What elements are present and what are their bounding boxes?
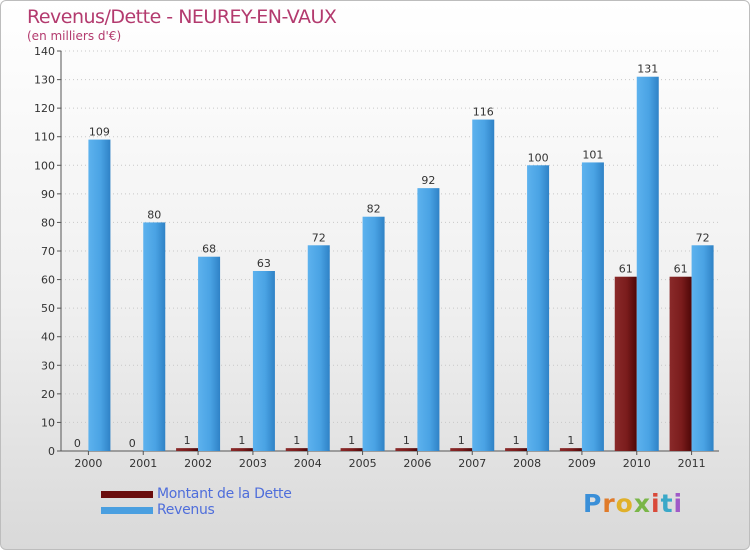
y-tick-label: 10 [41,416,55,429]
bar-dette [340,448,363,451]
x-tick-label: 2008 [513,457,541,470]
data-label-revenus: 92 [421,174,435,187]
data-label-revenus: 82 [367,203,381,216]
y-tick-label: 100 [34,159,55,172]
bar-revenus [581,162,604,451]
bar-revenus [143,222,166,451]
x-tick-label: 2006 [403,457,431,470]
data-label-dette: 1 [184,434,191,447]
bar-dette [505,448,528,451]
bar-revenus [636,76,659,451]
bar-dette [559,448,582,451]
y-tick-label: 30 [41,359,55,372]
x-tick-label: 2000 [74,457,102,470]
data-label-revenus: 131 [637,63,658,76]
data-label-revenus: 63 [257,257,271,270]
data-label-dette: 1 [348,434,355,447]
data-label-dette: 1 [238,434,245,447]
legend-swatch-revenus [101,507,153,514]
chart-title: Revenus/Dette - NEUREY-EN-VAUX [27,6,337,28]
bar-revenus [88,139,111,452]
bar-revenus [198,256,221,451]
y-tick-label: 90 [41,188,55,201]
y-tick-label: 0 [48,445,55,458]
bar-dette [230,448,253,451]
data-label-revenus: 116 [473,106,494,119]
data-label-dette: 1 [293,434,300,447]
x-tick-label: 2011 [678,457,706,470]
bar-revenus [307,245,330,451]
bar-revenus [362,216,385,451]
x-tick-label: 2003 [239,457,267,470]
data-label-dette: 61 [619,263,633,276]
y-tick-label: 70 [41,245,55,258]
bar-dette [285,448,308,451]
y-tick-label: 110 [34,131,55,144]
legend-swatch-dette [101,491,153,498]
data-label-revenus: 72 [696,231,710,244]
y-tick-label: 120 [34,102,55,115]
y-tick-label: 40 [41,331,55,344]
data-label-revenus: 80 [147,208,161,221]
proxiti-logo: Proxiti [583,489,684,518]
x-tick-label: 2007 [458,457,486,470]
data-label-revenus: 72 [312,231,326,244]
data-label-dette: 1 [513,434,520,447]
data-label-dette: 1 [567,434,574,447]
data-label-revenus: 68 [202,243,216,256]
legend-label-dette: Montant de la Dette [157,486,292,502]
data-label-dette: 61 [674,263,688,276]
bar-revenus [252,271,275,451]
y-tick-label: 130 [34,74,55,87]
x-tick-label: 2005 [349,457,377,470]
bar-dette [450,448,473,451]
x-tick-label: 2009 [568,457,596,470]
legend-label-revenus: Revenus [157,502,215,518]
data-label-dette: 1 [458,434,465,447]
y-tick-label: 80 [41,216,55,229]
x-tick-label: 2010 [623,457,651,470]
bar-dette [395,448,418,451]
chart-subtitle: (en milliers d'€) [27,29,122,43]
data-label-revenus: 101 [582,148,603,161]
bar-revenus [417,188,440,451]
x-tick-label: 2001 [129,457,157,470]
y-tick-label: 140 [34,45,55,58]
bar-dette [614,276,637,451]
bar-dette [669,276,692,451]
bar-revenus [691,245,714,451]
data-label-revenus: 100 [528,151,549,164]
bar-revenus [527,165,550,452]
x-tick-label: 2004 [294,457,322,470]
data-label-dette: 0 [129,437,136,450]
bar-revenus [472,119,495,452]
y-tick-label: 50 [41,302,55,315]
data-label-dette: 1 [403,434,410,447]
y-tick-label: 20 [41,388,55,401]
data-label-revenus: 109 [89,126,110,139]
y-tick-label: 60 [41,274,55,287]
x-tick-label: 2002 [184,457,212,470]
data-label-dette: 0 [74,437,81,450]
bar-dette [176,448,199,451]
